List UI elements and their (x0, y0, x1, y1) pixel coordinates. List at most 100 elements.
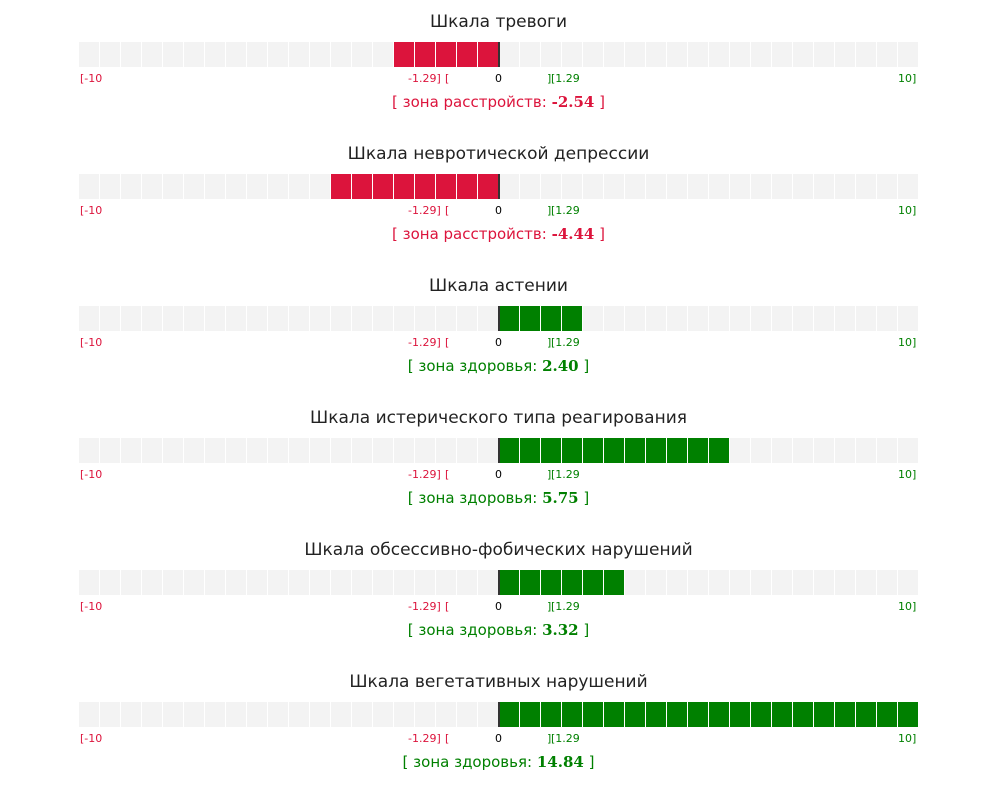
tick-max: 10] (898, 336, 917, 349)
track-segment (898, 570, 919, 595)
track-segment (226, 438, 247, 463)
tick-neg-threshold: -1.29] (408, 468, 441, 481)
track-segment (184, 42, 205, 67)
zone-result: [ зона расстройств: -4.44 ] (0, 224, 997, 244)
track-segment (541, 174, 562, 199)
track-segment (772, 570, 793, 595)
track-segment (646, 306, 667, 331)
bar-segment (688, 702, 709, 727)
track-segment (688, 570, 709, 595)
bar-segment (478, 174, 499, 199)
track-segment (268, 702, 289, 727)
track-segment (415, 702, 436, 727)
track-segment (478, 570, 499, 595)
track-segment (625, 570, 646, 595)
track-segment (856, 438, 877, 463)
zone-close: ] (578, 489, 590, 507)
bar-segment (373, 174, 394, 199)
track-segment (730, 42, 751, 67)
track-segment (814, 306, 835, 331)
track-segment (667, 174, 688, 199)
scale-block: Шкала истерического типа реагирования [-… (0, 396, 997, 528)
track-segment (709, 174, 730, 199)
tick-pos-bracket: ] (547, 600, 552, 613)
bar-segment (520, 306, 541, 331)
track-segment (142, 570, 163, 595)
bar-segment (541, 702, 562, 727)
track-segment (877, 174, 898, 199)
track-segment (268, 42, 289, 67)
track-segment (352, 42, 373, 67)
track-segment (898, 174, 919, 199)
track-segment (772, 42, 793, 67)
tick-pos-threshold: [1.29 (551, 72, 580, 85)
tick-pos-threshold: [1.29 (551, 732, 580, 745)
track-segment (310, 306, 331, 331)
track-segment (163, 174, 184, 199)
track-segment (205, 174, 226, 199)
track-segment (121, 438, 142, 463)
track-segment (289, 570, 310, 595)
scale-title: Шкала обсессивно-фобических нарушений (304, 540, 693, 560)
scale-block: Шкала обсессивно-фобических нарушений [-… (0, 528, 997, 660)
tick-zero: 0 (495, 204, 502, 217)
track-segment (814, 42, 835, 67)
track-segment (499, 42, 520, 67)
bar-segment (814, 702, 835, 727)
track-segment (415, 306, 436, 331)
track-segment (394, 570, 415, 595)
bar-segment (436, 42, 457, 67)
track-segment (436, 702, 457, 727)
track-segment (247, 42, 268, 67)
track-segment (856, 306, 877, 331)
tick-max: 10] (898, 72, 917, 85)
zone-label: [ зона расстройств: (392, 225, 552, 243)
track-segment (793, 174, 814, 199)
track-segment (331, 570, 352, 595)
track-segment (478, 438, 499, 463)
track-segment (268, 174, 289, 199)
bar-segment (625, 438, 646, 463)
zone-close: ] (578, 621, 590, 639)
track-segment (331, 42, 352, 67)
bar-segment (562, 702, 583, 727)
zone-close: ] (594, 225, 605, 243)
bar-segment (604, 570, 625, 595)
tick-zero: 0 (495, 732, 502, 745)
track-segment (688, 42, 709, 67)
track-segment (520, 174, 541, 199)
track-segment (877, 42, 898, 67)
track-segment (100, 702, 121, 727)
track-segment (247, 174, 268, 199)
scale-track (79, 702, 919, 727)
tick-neg-threshold: -1.29] (408, 72, 441, 85)
bar-segment (541, 438, 562, 463)
track-segment (667, 570, 688, 595)
track-segment (373, 306, 394, 331)
track-segment (226, 702, 247, 727)
zone-label: [ зона здоровья: (407, 357, 543, 375)
track-segment (289, 438, 310, 463)
track-segment (583, 174, 604, 199)
track-segment (268, 306, 289, 331)
track-segment (79, 570, 100, 595)
track-segment (163, 702, 184, 727)
tick-max: 10] (898, 204, 917, 217)
track-segment (646, 174, 667, 199)
zone-result: [ зона здоровья: 3.32 ] (0, 620, 997, 640)
zero-line (498, 570, 500, 595)
track-segment (121, 174, 142, 199)
track-segment (142, 42, 163, 67)
track-segment (772, 306, 793, 331)
bar-segment (520, 438, 541, 463)
track-segment (856, 570, 877, 595)
track-segment (226, 42, 247, 67)
tick-min: [-10 (80, 204, 103, 217)
track-segment (331, 702, 352, 727)
tick-zero: 0 (495, 336, 502, 349)
track-segment (310, 174, 331, 199)
track-segment (583, 306, 604, 331)
scale-track (79, 438, 919, 463)
track-segment (310, 42, 331, 67)
track-segment (415, 570, 436, 595)
